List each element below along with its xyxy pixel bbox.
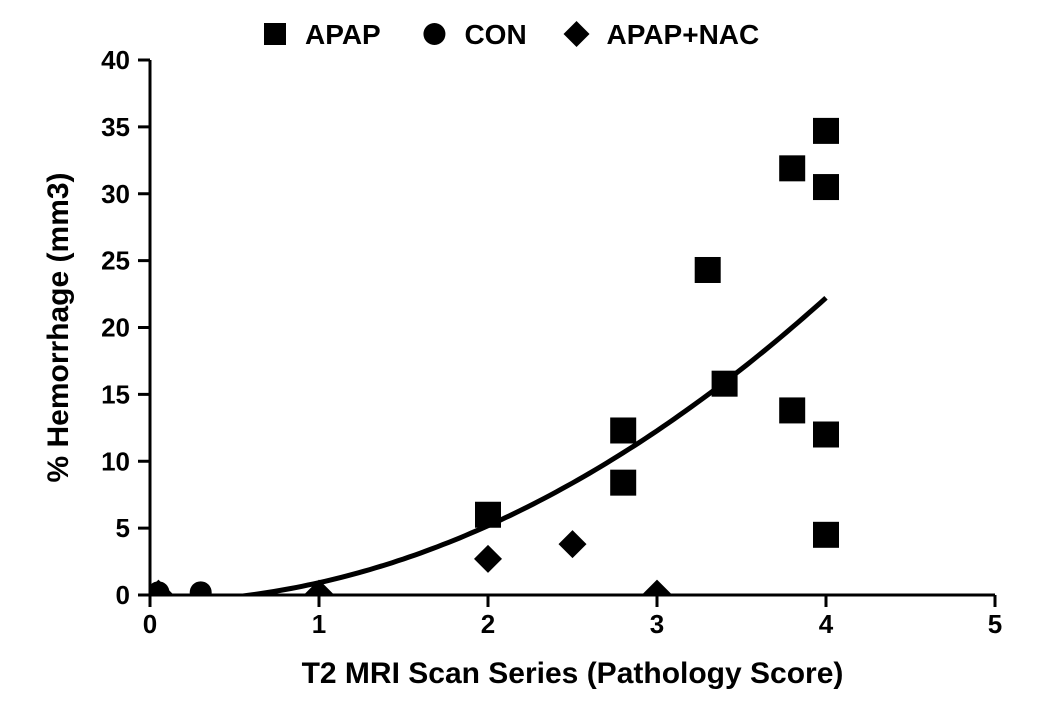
data-point (610, 470, 636, 496)
legend-circle-icon (423, 23, 445, 45)
legend-square-icon (264, 23, 286, 45)
data-point (813, 522, 839, 548)
x-tick-label: 0 (143, 609, 157, 639)
scatter-chart: 0 1 2 3 4 5 0 5 10 15 20 25 30 35 40 T2 MRI Scan Series… (0, 0, 1050, 705)
data-point (475, 502, 501, 528)
y-tick-label: 5 (116, 513, 130, 543)
y-axis-label: % Hemorrhage (mm3) (42, 172, 75, 482)
x-axis-label: T2 MRI Scan Series (Pathology Score) (302, 657, 844, 690)
y-tick-label: 30 (101, 179, 130, 209)
y-tick-label: 0 (116, 580, 130, 610)
legend-item: APAP+NAC (564, 19, 760, 50)
data-point (779, 397, 805, 423)
data-point (712, 371, 738, 397)
data-point (813, 422, 839, 448)
legend-label: APAP+NAC (607, 19, 760, 50)
x-tick-label: 3 (650, 609, 664, 639)
y-tick-label: 10 (101, 446, 130, 476)
x-tick-label: 5 (988, 609, 1002, 639)
y-tick-label: 25 (101, 246, 130, 276)
data-point (813, 174, 839, 200)
data-point (813, 118, 839, 144)
legend-diamond-icon (564, 21, 590, 47)
x-tick-label: 2 (481, 609, 495, 639)
y-tick-label: 20 (101, 313, 130, 343)
y-tick-label: 40 (101, 45, 130, 75)
y-tick-label: 35 (101, 112, 130, 142)
chart-container: 0 1 2 3 4 5 0 5 10 15 20 25 30 35 40 T2 MRI Scan Series… (0, 0, 1050, 705)
legend-label: APAP (305, 19, 381, 50)
data-point (559, 530, 587, 558)
legend-item: APAP (264, 19, 381, 50)
x-tick-label: 1 (312, 609, 326, 639)
data-point (610, 417, 636, 443)
legend-item: CON (423, 19, 526, 50)
data-point (779, 155, 805, 181)
data-point (474, 545, 502, 573)
data-point (695, 257, 721, 283)
y-tick-label: 15 (101, 379, 130, 409)
x-tick-label: 4 (819, 609, 834, 639)
data-point (190, 581, 212, 603)
legend-label: CON (464, 19, 526, 50)
